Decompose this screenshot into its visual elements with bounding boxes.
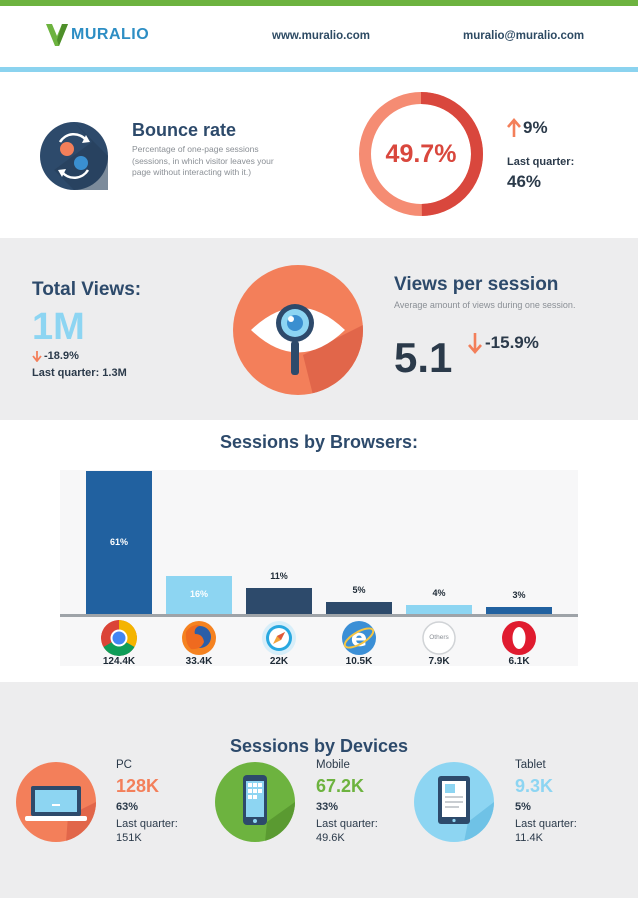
chrome-icon (101, 620, 137, 656)
arrow-up-icon (507, 118, 521, 137)
browsers-section: Sessions by Browsers: 61% 16% 11% 5% 4% 3% e … (0, 420, 638, 682)
header: MURALIO www.muralio.com muralio@muralio.… (0, 6, 638, 68)
bar-value-label: 11% (270, 571, 288, 582)
total-views-change-value: -18.9% (44, 350, 79, 362)
bounce-rate-title: Bounce rate (132, 120, 237, 140)
total-views-change: -18.9% (32, 350, 79, 362)
bar-internet-explorer (326, 602, 392, 614)
devices-section: Sessions by Devices PC 128K 63% Last qua… (0, 682, 638, 898)
tablet-icon (414, 762, 494, 842)
bounce-rate-description: Percentage of one-page sessions (session… (132, 144, 274, 177)
bar-value-label: 16% (189, 589, 208, 600)
device-last-quarter-pc: Last quarter: 151K (116, 818, 178, 844)
total-views-title: Total Views: (32, 279, 142, 300)
browser-count: 33.4K (185, 656, 213, 667)
views-per-session-description: Average amount of views during one sessi… (394, 300, 576, 310)
device-name-pc: PC (116, 759, 132, 771)
browsers-title: Sessions by Browsers: (219, 432, 419, 452)
device-value-tablet: 9.3K (515, 776, 554, 796)
device-name-tablet: Tablet (515, 759, 546, 771)
header-divider (0, 67, 638, 72)
arrow-down-icon (468, 333, 482, 354)
device-pct-pc: 63% (116, 801, 139, 813)
mobile-phone-icon (215, 762, 295, 842)
browser-count: 6.1K (508, 656, 530, 667)
muralio-logo-icon (46, 24, 68, 46)
bounce-rate-change-value: 9% (523, 118, 548, 137)
total-views-value: 1M (32, 306, 85, 348)
bar-opera (486, 606, 552, 614)
total-views-last-quarter: Last quarter: 1.3M (32, 367, 127, 379)
bar-firefox (166, 576, 232, 614)
browser-count: 124.4K (102, 656, 136, 667)
logo[interactable]: MURALIO (46, 24, 149, 46)
views-per-session-title: Views per session (394, 274, 559, 295)
device-pct-mobile: 33% (316, 801, 339, 813)
laptop-icon (16, 762, 96, 842)
safari-icon (262, 621, 296, 655)
bar-value-label: 4% (432, 587, 446, 598)
bar-others (406, 604, 472, 614)
browser-count: 10.5K (345, 656, 373, 667)
device-pct-tablet: 5% (515, 801, 531, 813)
bar-value-label: 61% (109, 536, 128, 547)
devices-title: Sessions by Devices (229, 736, 409, 756)
bar-value-label: 5% (352, 585, 366, 596)
firefox-icon (182, 621, 216, 655)
device-last-quarter-tablet: Last quarter: 11.4K (515, 818, 577, 844)
device-last-quarter-mobile: Last quarter: 49.6K (316, 818, 378, 844)
bounce-icon (40, 122, 108, 190)
bounce-last-quarter-value: 46% (507, 172, 542, 191)
others-icon (422, 621, 456, 655)
eye-magnifier-icon (233, 265, 363, 395)
logo-text: MURALIO (71, 26, 150, 43)
views-section: Total Views: 1M -18.9% Last quarter: 1.3… (0, 238, 638, 420)
bounce-rate-section: Bounce rate Percentage of one-page sessi… (0, 72, 638, 238)
device-name-mobile: Mobile (316, 759, 350, 771)
browser-count: 7.9K (428, 656, 450, 667)
bar-value-label: 3% (512, 589, 526, 600)
others-icon-label: Others (429, 634, 449, 641)
bounce-rate-ring (359, 92, 483, 216)
views-per-session-change-value: -15.9% (485, 333, 539, 352)
svg-text:e: e (351, 624, 367, 652)
views-per-session-value: 5.1 (394, 334, 453, 381)
arrow-down-icon (32, 351, 42, 362)
browser-count: 22K (269, 656, 289, 667)
bounce-rate-change: 9% (507, 118, 548, 138)
chart-axis (60, 614, 578, 617)
device-value-mobile: 67.2K (316, 776, 365, 796)
bounce-rate-value: 49.7% (385, 140, 457, 168)
opera-icon (502, 621, 536, 655)
bar-safari (246, 588, 312, 614)
top-accent-bar (0, 0, 638, 6)
email-link[interactable]: muralio@muralio.com (463, 30, 585, 42)
device-value-pc: 128K (116, 776, 160, 796)
bounce-last-quarter-label: Last quarter: (507, 156, 575, 168)
website-link[interactable]: www.muralio.com (272, 30, 370, 42)
internet-explorer-icon: e (342, 621, 376, 655)
views-per-session-change: -15.9% (468, 332, 539, 354)
bar-chrome (86, 471, 152, 614)
